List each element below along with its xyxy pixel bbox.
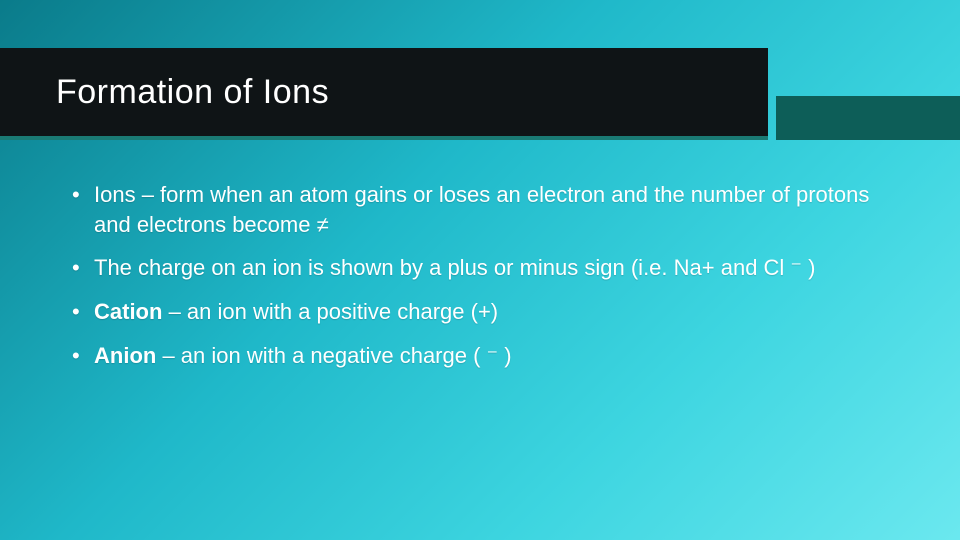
slide-title: Formation of Ions (56, 73, 329, 112)
bullet-list: Ions – form when an atom gains or loses … (72, 180, 888, 370)
title-block: Formation of Ions (0, 48, 960, 140)
accent-strip (776, 96, 960, 140)
list-item: The charge on an ion is shown by a plus … (72, 253, 888, 283)
title-bar: Formation of Ions (0, 48, 768, 140)
list-item: Cation – an ion with a positive charge (… (72, 297, 888, 327)
list-item: Ions – form when an atom gains or loses … (72, 180, 888, 239)
list-item: Anion – an ion with a negative charge ( … (72, 341, 888, 371)
slide-content: Ions – form when an atom gains or loses … (0, 140, 960, 370)
